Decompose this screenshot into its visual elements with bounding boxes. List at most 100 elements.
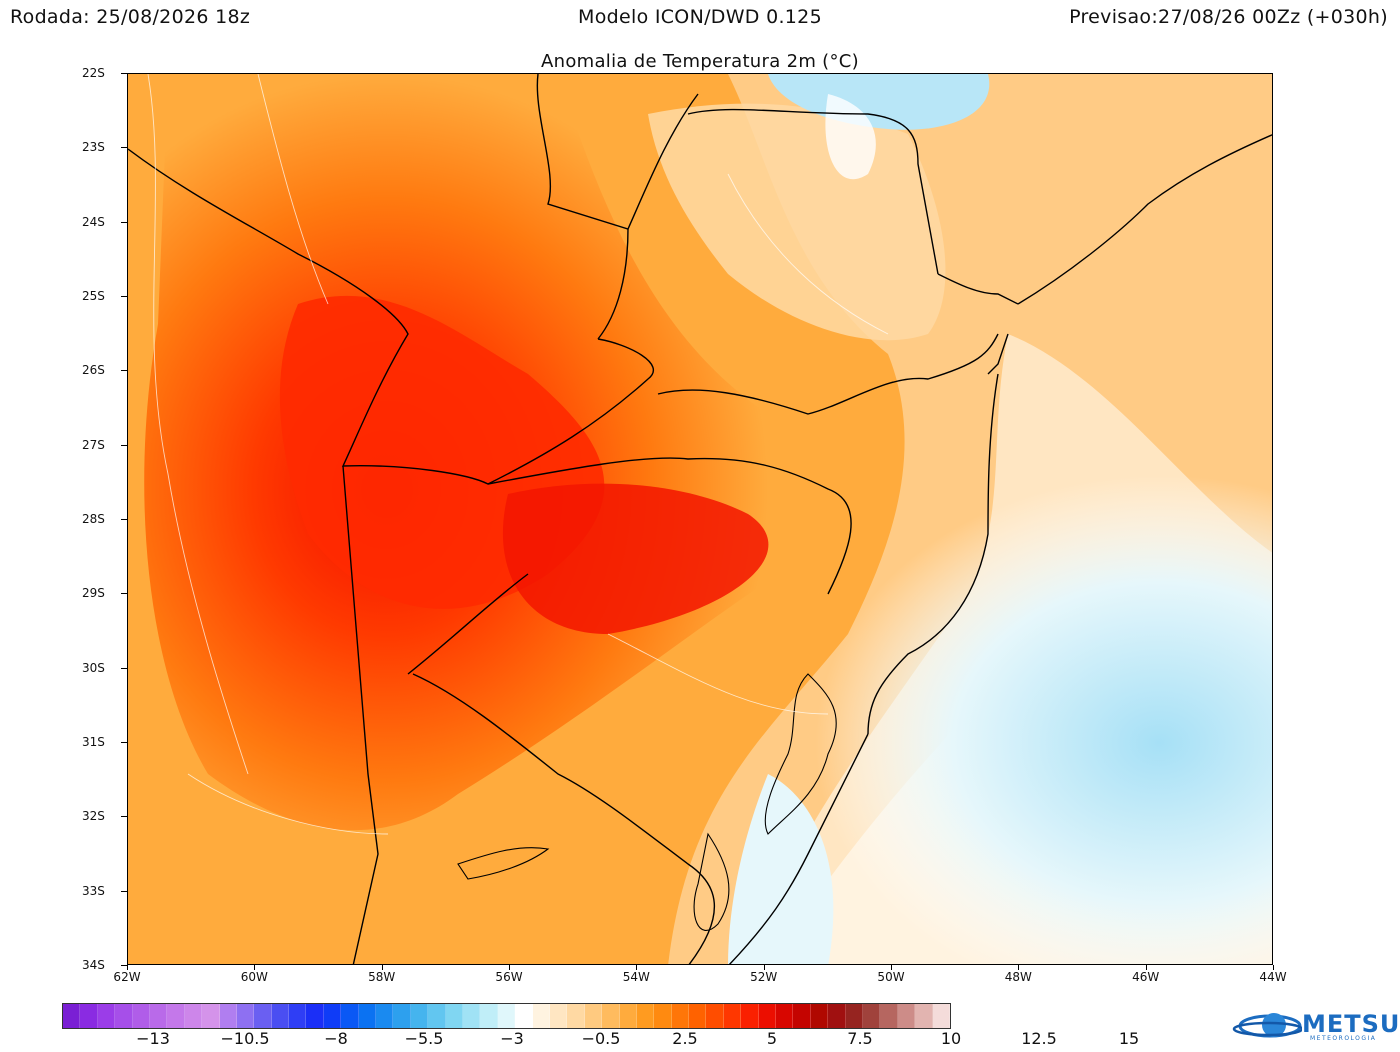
colorbar-swatch: [289, 1004, 307, 1028]
lat-tick: [121, 73, 127, 74]
colorbar-swatch: [184, 1004, 203, 1028]
colorbar-swatch: [271, 1004, 290, 1028]
colorbar-swatch: [880, 1004, 898, 1028]
temperature-anomaly-map: [127, 73, 1273, 965]
metsul-logo: METSUL METEOROLOGIA: [1232, 1007, 1400, 1045]
colorbar-swatch: [149, 1004, 168, 1028]
colorbar-label: 12.5: [1021, 1029, 1057, 1048]
lat-tick: [121, 296, 127, 297]
colorbar-swatch: [219, 1004, 237, 1028]
lat-tick: [121, 667, 127, 669]
lat-tick: [121, 593, 127, 595]
colorbar-swatch: [80, 1004, 98, 1028]
colorbar-swatch: [428, 1004, 446, 1028]
colorbar-swatch: [445, 1004, 463, 1028]
forecast-time: Previsao:27/08/26 00Zz (+030h): [1069, 6, 1388, 28]
colorbar-swatch: [915, 1004, 933, 1028]
colorbar-swatch: [654, 1004, 672, 1028]
colorbar-swatch: [410, 1004, 429, 1028]
model-name: Modelo ICON/DWD 0.125: [578, 6, 822, 28]
colorbar-swatch: [828, 1004, 846, 1028]
lat-label: 25S: [82, 289, 105, 303]
lat-label: 31S: [82, 735, 105, 749]
lat-tick: [121, 742, 127, 743]
lon-label: 60W: [240, 970, 268, 984]
colorbar-swatch: [758, 1004, 777, 1028]
colorbar-swatch: [689, 1004, 707, 1028]
colorbar-swatch: [306, 1004, 324, 1028]
lat-label: 27S: [82, 437, 105, 452]
colorbar-swatch: [115, 1004, 133, 1028]
colorbar-label: −10.5: [220, 1029, 270, 1048]
lon-label: 44W: [1259, 970, 1287, 984]
lon-label: 46W: [1132, 970, 1160, 984]
colorbar-swatch: [515, 1004, 533, 1028]
lon-label: 50W: [877, 970, 905, 984]
lat-label: 33S: [82, 883, 105, 898]
coastal-cool-region: [728, 774, 834, 964]
colorbar-label: −8: [324, 1029, 348, 1048]
colorbar-swatch: [549, 1004, 568, 1028]
colorbar-swatch: [341, 1004, 359, 1028]
colorbar-label: 5: [766, 1029, 778, 1048]
colorbar-swatch: [358, 1004, 377, 1028]
lagoons: [457, 673, 837, 931]
lat-tick: [121, 519, 127, 520]
lon-tick: [381, 965, 383, 970]
colorbar-label: 10: [940, 1029, 962, 1048]
lon-label: 48W: [1004, 970, 1032, 984]
lat-label: 24S: [82, 214, 105, 229]
colorbar-swatch: [636, 1004, 655, 1028]
colorbar-label: 7.5: [847, 1029, 873, 1048]
lat-tick: [121, 816, 127, 818]
colorbar-swatch: [671, 1004, 690, 1028]
logo-subtitle: METEOROLOGIA: [1310, 1035, 1377, 1042]
colorbar-swatch: [897, 1004, 916, 1028]
colorbar-label: −3: [500, 1029, 524, 1048]
lat-tick: [121, 890, 127, 892]
map-canvas: [128, 74, 1272, 964]
lon-tick: [763, 965, 765, 970]
map-title: Anomalia de Temperatura 2m (°C): [541, 51, 859, 72]
lat-label: 26S: [82, 363, 105, 378]
colorbar-swatch: [254, 1004, 272, 1028]
colorbar-swatch: [584, 1004, 603, 1028]
colorbar-swatch: [236, 1004, 255, 1028]
lat-label: 23S: [82, 140, 105, 155]
lon-tick: [127, 965, 128, 970]
colorbar-swatch: [845, 1004, 863, 1028]
colorbar-swatch: [810, 1004, 829, 1028]
lon-label: 58W: [368, 970, 396, 984]
lat-tick: [121, 965, 127, 966]
lon-tick: [254, 965, 256, 970]
colorbar-swatch: [480, 1004, 498, 1028]
lat-label: 34S: [82, 958, 105, 972]
colorbar-swatch: [602, 1004, 620, 1028]
colorbar-swatch: [741, 1004, 759, 1028]
colorbar-swatch: [202, 1004, 220, 1028]
contour-lines: [147, 74, 889, 835]
lon-label: 62W: [113, 970, 141, 984]
lon-tick: [1018, 965, 1020, 970]
colorbar-label: 2.5: [672, 1029, 698, 1048]
lat-tick: [121, 147, 127, 149]
lon-tick: [636, 965, 638, 970]
colorbar-swatch: [723, 1004, 742, 1028]
lon-tick: [509, 965, 510, 970]
lat-label: 30S: [82, 660, 105, 675]
colorbar-swatch: [706, 1004, 724, 1028]
colorbar-label: −0.5: [581, 1029, 621, 1048]
globe-icon: [1232, 1013, 1304, 1038]
colorbar: [62, 1003, 951, 1029]
colorbar-swatch: [132, 1004, 150, 1028]
ocean-cool-region: [128, 74, 1272, 964]
colorbar-swatch: [393, 1004, 411, 1028]
lat-tick: [121, 221, 127, 223]
colorbar-swatch: [567, 1004, 585, 1028]
colorbar-swatch: [167, 1004, 185, 1028]
colorbar-swatch: [793, 1004, 811, 1028]
colorbar-swatch: [532, 1004, 550, 1028]
borders: [128, 74, 1272, 964]
lat-label: 28S: [82, 512, 105, 526]
lat-tick: [121, 370, 127, 372]
